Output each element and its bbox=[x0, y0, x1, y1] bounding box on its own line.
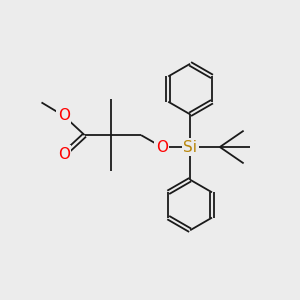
Text: Si: Si bbox=[183, 140, 197, 154]
Text: O: O bbox=[58, 108, 70, 123]
Text: O: O bbox=[156, 140, 168, 154]
Text: O: O bbox=[58, 147, 70, 162]
